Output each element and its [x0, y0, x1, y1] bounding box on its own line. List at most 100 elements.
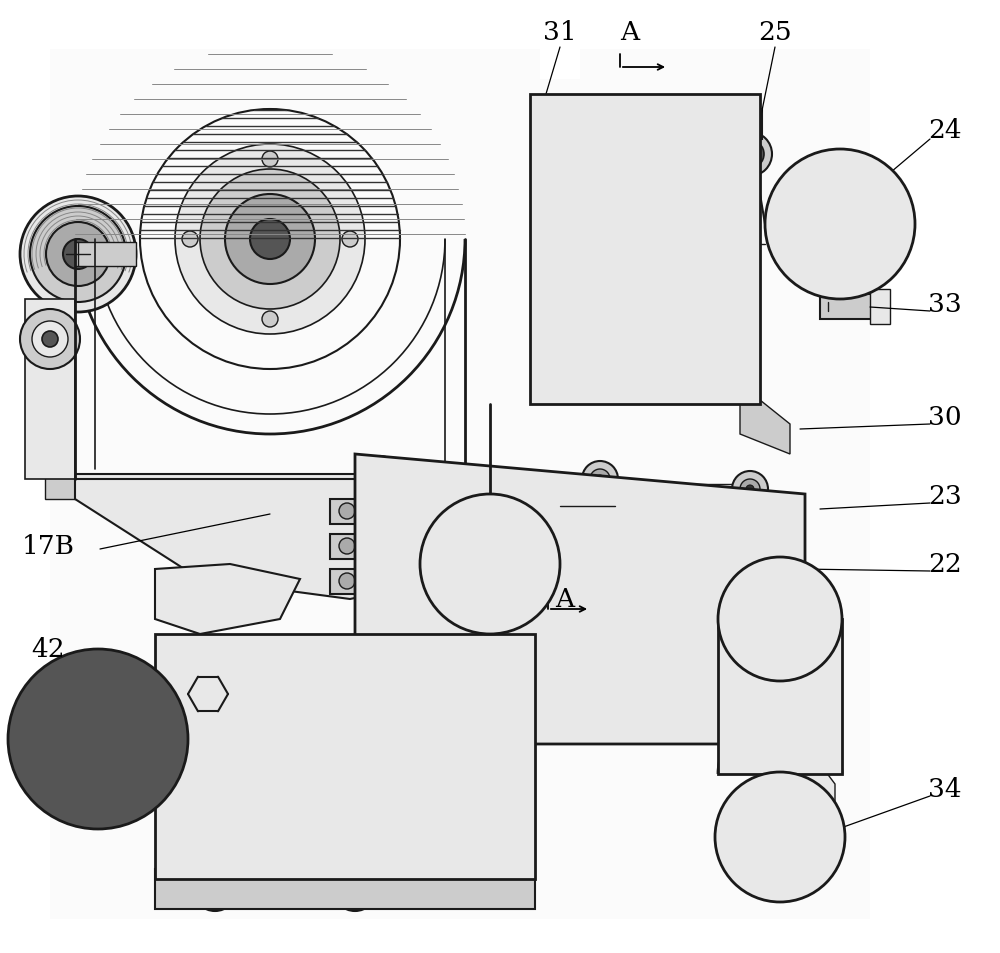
Bar — [75, 475, 465, 499]
Circle shape — [20, 661, 176, 817]
Text: 42: 42 — [31, 637, 65, 661]
Text: 34: 34 — [928, 777, 962, 801]
Circle shape — [670, 709, 690, 729]
Circle shape — [744, 882, 757, 894]
Bar — [375, 484, 765, 714]
Bar — [738, 110, 762, 140]
Circle shape — [825, 801, 837, 814]
Circle shape — [530, 714, 550, 734]
Circle shape — [20, 196, 136, 313]
Circle shape — [250, 220, 290, 260]
Circle shape — [727, 784, 833, 890]
Bar — [870, 290, 890, 325]
Circle shape — [403, 468, 427, 492]
Polygon shape — [75, 479, 540, 599]
Bar — [75, 243, 136, 267]
Circle shape — [30, 207, 126, 303]
Circle shape — [774, 772, 786, 784]
Circle shape — [434, 838, 466, 870]
Circle shape — [20, 310, 80, 370]
Circle shape — [732, 472, 768, 507]
Bar — [820, 294, 885, 319]
Polygon shape — [500, 504, 550, 539]
Circle shape — [432, 506, 548, 622]
Circle shape — [715, 772, 845, 902]
Circle shape — [366, 716, 374, 723]
Circle shape — [536, 720, 544, 728]
Circle shape — [715, 831, 727, 843]
Circle shape — [765, 150, 915, 299]
Circle shape — [450, 524, 530, 604]
Circle shape — [193, 867, 237, 911]
Polygon shape — [785, 744, 835, 824]
Circle shape — [571, 111, 589, 129]
Circle shape — [662, 701, 698, 738]
Circle shape — [343, 877, 367, 901]
Circle shape — [728, 132, 772, 177]
Circle shape — [468, 542, 512, 586]
Text: 33: 33 — [928, 293, 962, 317]
Circle shape — [56, 698, 140, 781]
Circle shape — [462, 478, 474, 491]
Circle shape — [376, 471, 384, 478]
Circle shape — [804, 882, 816, 894]
Circle shape — [825, 861, 837, 873]
Text: 30: 30 — [928, 405, 962, 430]
Circle shape — [815, 200, 865, 250]
Circle shape — [46, 223, 110, 287]
Circle shape — [179, 838, 211, 870]
Circle shape — [795, 180, 885, 270]
Circle shape — [262, 312, 278, 328]
Text: 22: 22 — [928, 552, 962, 577]
Circle shape — [182, 232, 198, 248]
Circle shape — [590, 470, 610, 490]
Circle shape — [701, 111, 719, 129]
Circle shape — [740, 479, 760, 499]
Circle shape — [744, 781, 757, 792]
Circle shape — [342, 232, 358, 248]
Bar — [560, 490, 615, 524]
Polygon shape — [355, 455, 805, 744]
Circle shape — [370, 464, 390, 484]
Bar — [718, 619, 842, 774]
Bar — [175, 655, 515, 859]
Circle shape — [736, 141, 764, 169]
Circle shape — [339, 503, 355, 519]
Circle shape — [339, 574, 355, 589]
Circle shape — [337, 846, 353, 862]
Bar — [742, 112, 758, 132]
Circle shape — [828, 213, 852, 236]
Bar — [530, 95, 760, 405]
Text: 17B: 17B — [22, 534, 75, 558]
Circle shape — [8, 649, 188, 829]
Circle shape — [723, 801, 735, 814]
Circle shape — [42, 332, 58, 348]
Circle shape — [694, 104, 726, 136]
Circle shape — [774, 890, 786, 902]
Circle shape — [596, 476, 604, 483]
Circle shape — [746, 485, 754, 494]
Polygon shape — [430, 510, 520, 559]
Circle shape — [564, 104, 596, 136]
Bar — [265, 679, 405, 744]
Bar — [245, 664, 425, 760]
Circle shape — [32, 322, 68, 357]
Circle shape — [442, 846, 458, 862]
Circle shape — [778, 163, 902, 287]
Circle shape — [409, 474, 421, 485]
Circle shape — [723, 861, 735, 873]
Circle shape — [352, 701, 388, 738]
Circle shape — [804, 781, 816, 792]
Polygon shape — [700, 559, 800, 604]
Circle shape — [360, 709, 380, 729]
Polygon shape — [740, 385, 790, 455]
Polygon shape — [45, 475, 75, 499]
Circle shape — [718, 558, 842, 681]
Circle shape — [68, 709, 128, 769]
Text: 24: 24 — [928, 117, 962, 142]
Circle shape — [175, 145, 365, 335]
Text: 31: 31 — [543, 19, 577, 45]
Circle shape — [456, 473, 480, 497]
Bar — [155, 869, 535, 909]
Circle shape — [362, 456, 398, 493]
